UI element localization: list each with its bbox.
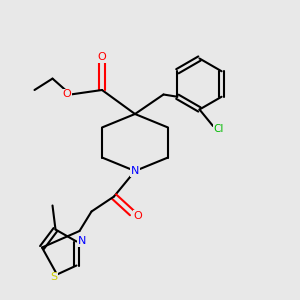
Text: O: O: [134, 211, 142, 221]
Text: N: N: [78, 236, 86, 247]
Text: O: O: [98, 52, 106, 62]
Text: O: O: [62, 89, 71, 100]
Text: Cl: Cl: [214, 124, 224, 134]
Text: S: S: [50, 272, 58, 283]
Text: N: N: [131, 166, 139, 176]
